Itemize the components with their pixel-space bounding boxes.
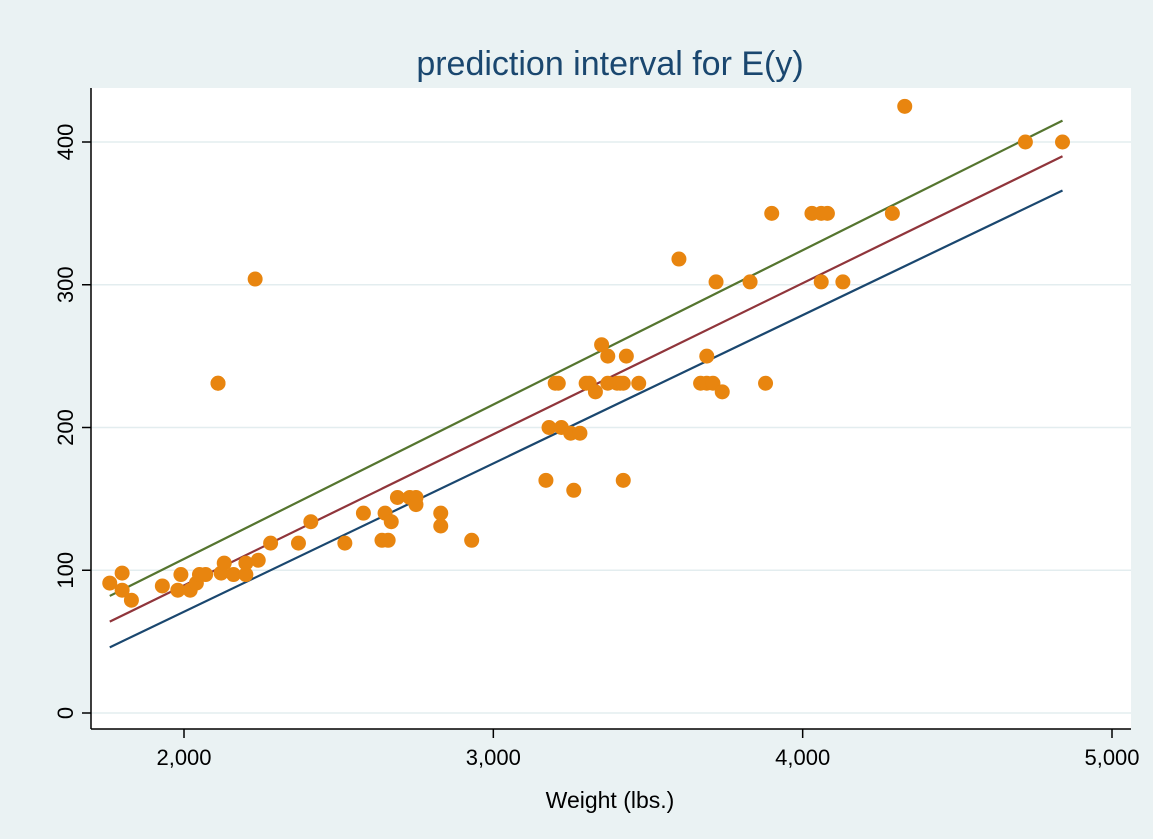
data-point — [263, 535, 279, 551]
data-point — [764, 205, 780, 221]
data-point — [238, 555, 254, 571]
plot-area — [91, 88, 1131, 729]
upper-bound-line — [109, 119, 1063, 597]
data-point — [355, 505, 371, 521]
data-point — [714, 384, 730, 400]
data-point — [216, 555, 232, 571]
data-point — [170, 582, 186, 598]
data-point — [671, 251, 687, 267]
data-point — [303, 514, 319, 530]
data-point — [247, 271, 263, 287]
y-tick-label: 0 — [53, 707, 78, 719]
data-point — [383, 514, 399, 530]
y-tick-label: 100 — [53, 552, 78, 589]
data-point — [600, 348, 616, 364]
axes — [90, 88, 1131, 730]
data-point — [631, 375, 647, 391]
data-point — [708, 274, 724, 290]
x-tick-label: 5,000 — [1084, 745, 1139, 770]
data-point — [615, 472, 631, 488]
data-point — [538, 472, 554, 488]
data-point — [813, 274, 829, 290]
data-point — [618, 348, 634, 364]
data-point — [742, 274, 758, 290]
data-point — [1055, 134, 1071, 150]
chart-title: prediction interval for E(y) — [416, 45, 803, 83]
data-point — [1017, 134, 1033, 150]
x-tick-label: 4,000 — [775, 745, 830, 770]
data-point — [114, 565, 130, 581]
data-point — [541, 420, 557, 435]
y-tick-label: 200 — [53, 409, 78, 446]
ticks: 0 100 200 300 400 2,000 3,000 4,000 5,000 — [53, 124, 1140, 770]
data-point — [102, 575, 118, 591]
data-point — [154, 578, 170, 594]
data-point — [819, 205, 835, 221]
data-point — [566, 482, 582, 498]
data-point — [433, 518, 449, 534]
data-point — [198, 567, 214, 583]
gridlines — [91, 141, 1131, 714]
data-point — [173, 567, 189, 583]
data-point — [290, 535, 306, 551]
data-point — [464, 532, 480, 548]
x-axis-title: Weight (lbs.) — [546, 787, 675, 813]
data-point — [572, 425, 588, 441]
data-point — [594, 337, 610, 353]
data-point — [550, 375, 566, 391]
data-point — [758, 375, 774, 391]
data-point — [897, 98, 913, 114]
data-point — [433, 505, 449, 521]
data-point — [123, 592, 139, 608]
data-point — [699, 348, 715, 364]
data-point — [238, 567, 254, 583]
x-tick-label: 2,000 — [156, 745, 211, 770]
data-point — [337, 535, 353, 551]
y-tick-label: 300 — [53, 266, 78, 303]
data-point — [884, 205, 900, 221]
series-layer — [102, 98, 1071, 649]
data-point — [225, 567, 241, 583]
data-point — [389, 489, 405, 505]
y-tick-label: 400 — [53, 124, 78, 161]
data-point — [210, 375, 226, 391]
data-point — [114, 582, 130, 598]
x-tick-label: 3,000 — [466, 745, 521, 770]
lower-bound-line — [109, 189, 1063, 649]
data-point — [835, 274, 851, 290]
data-point — [408, 497, 424, 513]
data-point — [615, 375, 631, 391]
data-point — [380, 532, 396, 548]
data-point — [250, 552, 266, 568]
data-point — [587, 384, 603, 400]
